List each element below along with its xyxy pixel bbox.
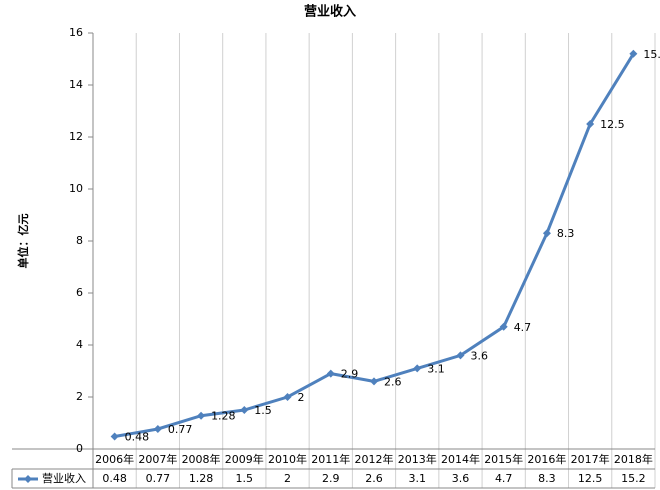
y-axis-label: 单位：亿元: [16, 214, 30, 269]
table-value: 1.5: [236, 472, 254, 485]
y-tick-label: 6: [76, 286, 83, 299]
x-tick-label: 2018年: [614, 452, 653, 466]
table-value: 0.77: [146, 472, 171, 485]
marker: [283, 393, 292, 401]
data-label: 3.6: [470, 349, 488, 362]
data-label: 1.5: [254, 404, 271, 417]
chart-title: 营业收入: [304, 4, 356, 20]
y-tick-label: 10: [69, 182, 83, 195]
y-tick-label: 16: [69, 26, 83, 39]
y-tick-label: 0: [76, 442, 83, 455]
data-label: 2.9: [341, 368, 359, 381]
x-tick-label: 2009年: [225, 452, 264, 466]
y-tick-label: 14: [69, 78, 83, 91]
legend-marker: [24, 475, 32, 483]
table-value: 4.7: [495, 472, 513, 485]
x-tick-label: 2017年: [571, 452, 610, 466]
x-tick-label: 2008年: [182, 452, 221, 466]
marker: [110, 432, 119, 441]
y-tick-label: 12: [69, 130, 83, 143]
table-value: 2: [284, 472, 291, 485]
marker: [499, 322, 508, 331]
table-value: 8.3: [538, 472, 556, 485]
y-tick-label: 2: [76, 390, 83, 403]
table-value: 2.9: [322, 472, 340, 485]
marker: [197, 411, 206, 420]
table-value: 15.2: [621, 472, 646, 485]
table-value: 1.28: [189, 472, 214, 485]
marker: [370, 377, 378, 386]
table-value: 3.1: [408, 472, 426, 485]
y-tick-label: 4: [76, 338, 83, 351]
x-tick-label: 2006年: [95, 452, 134, 466]
x-tick-label: 2010年: [268, 452, 307, 466]
data-label: 12.5: [600, 118, 625, 131]
table-value: 2.6: [365, 472, 383, 485]
table-value: 3.6: [452, 472, 470, 485]
data-label: 0.77: [168, 423, 193, 436]
marker: [542, 229, 551, 238]
data-label: 15.2: [643, 48, 660, 61]
data-label: 0.48: [125, 431, 150, 444]
x-tick-label: 2016年: [527, 452, 566, 466]
marker: [326, 369, 335, 378]
x-tick-label: 2014年: [441, 452, 480, 466]
data-label: 2: [298, 391, 305, 404]
marker: [240, 406, 249, 414]
data-label: 1.28: [211, 410, 236, 423]
data-label: 3.1: [427, 362, 445, 375]
table-value: 0.48: [102, 472, 127, 485]
x-tick-label: 2013年: [398, 452, 437, 466]
y-tick-label: 8: [76, 234, 83, 247]
data-label: 8.3: [557, 227, 575, 240]
data-label: 4.7: [514, 321, 532, 334]
x-tick-label: 2012年: [355, 452, 394, 466]
legend-label: 营业收入: [42, 471, 86, 485]
marker: [586, 120, 595, 128]
marker: [456, 351, 465, 360]
x-tick-label: 2015年: [484, 452, 523, 466]
x-tick-label: 2007年: [138, 452, 177, 466]
data-label: 2.6: [384, 375, 402, 388]
marker: [413, 364, 422, 373]
table-value: 12.5: [578, 472, 603, 485]
marker: [153, 424, 162, 433]
x-tick-label: 2011年: [311, 452, 350, 466]
marker: [629, 49, 638, 58]
